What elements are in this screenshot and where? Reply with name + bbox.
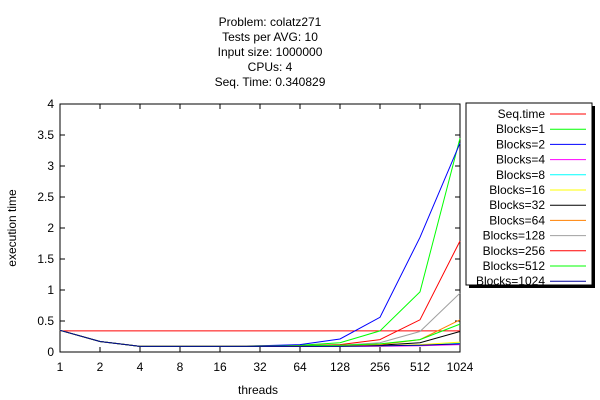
title-line: CPUs: 4 xyxy=(248,60,293,74)
legend-box xyxy=(465,102,593,286)
y-tick-label: 3 xyxy=(47,159,54,173)
series-line-blocks-64 xyxy=(59,319,461,347)
legend-label: Blocks=512 xyxy=(483,259,546,273)
legend-label: Blocks=8 xyxy=(496,168,545,182)
x-tick-label: 64 xyxy=(293,360,307,374)
series-line-blocks-128 xyxy=(59,292,461,347)
y-tick-label: 4 xyxy=(47,97,54,111)
series-lines xyxy=(59,137,461,347)
series-line-blocks-1 xyxy=(59,137,461,347)
y-tick-label: 0.5 xyxy=(37,314,54,328)
x-tick-label: 32 xyxy=(253,360,267,374)
x-tick-label: 4 xyxy=(137,360,144,374)
legend-label: Blocks=1024 xyxy=(476,274,545,288)
legend-label: Blocks=2 xyxy=(496,137,545,151)
x-tick-label: 512 xyxy=(410,360,430,374)
legend-label: Seq.time xyxy=(498,107,546,121)
x-axis-label: threads xyxy=(238,383,278,397)
y-axis: 0 0.5 1 1.5 2 2.5 3 3.5 4 xyxy=(37,97,460,359)
x-tick-label: 128 xyxy=(330,360,350,374)
y-axis-label: execution time xyxy=(5,189,19,267)
y-tick-label: 2.5 xyxy=(37,190,54,204)
x-tick-label: 1024 xyxy=(447,360,474,374)
y-tick-label: 1.5 xyxy=(37,252,54,266)
legend-label: Blocks=64 xyxy=(489,213,545,227)
title-line: Seq. Time: 0.340829 xyxy=(215,75,326,89)
x-axis: 1 2 4 8 16 32 64 128 256 512 1024 xyxy=(57,104,474,374)
series-line-blocks-1024 xyxy=(59,329,461,347)
legend-label: Blocks=128 xyxy=(483,229,546,243)
plot-frame xyxy=(59,103,461,353)
legend-label: Blocks=4 xyxy=(496,153,545,167)
y-tick-label: 2 xyxy=(47,221,54,235)
title-line: Input size: 1000000 xyxy=(218,45,323,59)
x-tick-label: 16 xyxy=(213,360,227,374)
title-line: Tests per AVG: 10 xyxy=(222,30,318,44)
legend-label: Blocks=1 xyxy=(496,122,545,136)
title-line: Problem: colatz271 xyxy=(219,15,322,29)
series-line-blocks-2 xyxy=(59,142,461,347)
x-tick-label: 1 xyxy=(57,360,64,374)
y-tick-label: 1 xyxy=(47,283,54,297)
legend-label: Blocks=32 xyxy=(489,198,545,212)
y-tick-label: 3.5 xyxy=(37,128,54,142)
x-tick-label: 8 xyxy=(177,360,184,374)
legend-label: Blocks=16 xyxy=(489,183,545,197)
legend-label: Blocks=256 xyxy=(483,244,546,258)
x-tick-label: 256 xyxy=(370,360,390,374)
series-line-blocks-512 xyxy=(59,323,461,347)
x-tick-label: 2 xyxy=(97,360,104,374)
y-tick-label: 0 xyxy=(47,345,54,359)
